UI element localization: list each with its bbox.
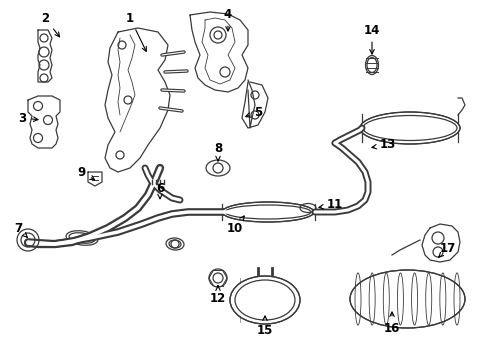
Text: 15: 15 bbox=[256, 316, 273, 337]
Text: 7: 7 bbox=[14, 221, 27, 237]
Text: 8: 8 bbox=[213, 141, 222, 161]
Text: 12: 12 bbox=[209, 286, 225, 305]
Text: 2: 2 bbox=[41, 12, 60, 37]
Text: 10: 10 bbox=[226, 216, 244, 234]
Text: 1: 1 bbox=[126, 12, 146, 51]
Text: 11: 11 bbox=[318, 198, 343, 211]
Text: 5: 5 bbox=[245, 105, 262, 118]
Text: 9: 9 bbox=[78, 166, 94, 180]
Text: 4: 4 bbox=[224, 8, 232, 31]
Text: 16: 16 bbox=[383, 312, 399, 334]
Ellipse shape bbox=[229, 276, 299, 324]
Ellipse shape bbox=[222, 202, 313, 222]
Text: 3: 3 bbox=[18, 112, 38, 125]
Text: 6: 6 bbox=[156, 181, 164, 199]
Ellipse shape bbox=[359, 112, 459, 144]
Text: 17: 17 bbox=[438, 242, 455, 257]
Text: 14: 14 bbox=[363, 23, 379, 54]
Ellipse shape bbox=[349, 270, 464, 328]
Text: 13: 13 bbox=[371, 139, 395, 152]
